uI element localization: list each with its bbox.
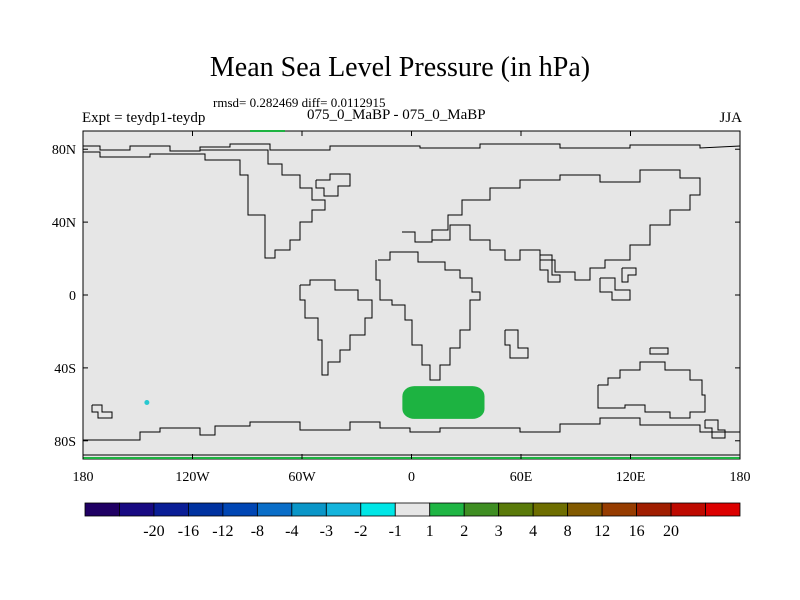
- colorbar-label: -12: [212, 523, 233, 540]
- colorbar-swatch: [84, 502, 120, 517]
- colorbar: -20 -16 -12 -8 -4 -3 -2 -1 1 2 3 4 8 12 16 20: [84, 502, 741, 540]
- lat-tick-label: 40S: [54, 362, 76, 377]
- colorbar-swatch: [532, 502, 569, 517]
- colorbar-swatch: [670, 502, 706, 517]
- colorbar-label: 8: [564, 523, 572, 540]
- lon-tick-label: 120E: [616, 470, 646, 485]
- north-america-coastline: [83, 149, 326, 259]
- season-label: JJA: [719, 110, 742, 126]
- lon-tick-label: 0: [408, 470, 415, 485]
- anomaly-region-1: [144, 400, 150, 406]
- colorbar-swatch: [601, 502, 637, 517]
- colorbar-swatch: [325, 502, 362, 517]
- lat-tick-label: 80S: [54, 435, 76, 450]
- colorbar-swatch: [222, 502, 258, 517]
- colorbar-label: -8: [251, 523, 264, 540]
- colorbar-swatch: [119, 502, 155, 517]
- case-label: 075_0_MaBP - 075_0_MaBP: [307, 107, 486, 123]
- lat-tick-label: 40N: [52, 216, 76, 231]
- lat-tick-label: 80N: [52, 143, 76, 158]
- arctic-coastline: [83, 143, 741, 152]
- japan-coastline: [621, 267, 637, 283]
- indonesia-coastline: [649, 347, 669, 355]
- colorbar-swatch: [291, 502, 327, 517]
- colorbar-swatch: [429, 502, 465, 517]
- new-zealand-coastline: [704, 419, 726, 439]
- experiment-label: Expt = teydp1-teydp: [82, 110, 206, 126]
- coastlines: [83, 143, 741, 456]
- anomaly-layer: [144, 386, 485, 419]
- axis-ticks: 80N 40N 0 40S 80S 180 120W 60W 0 60E 120E 180: [52, 131, 751, 485]
- colorbar-label: 3: [495, 523, 503, 540]
- colorbar-label: -2: [354, 523, 367, 540]
- lon-tick-label: 180: [73, 470, 94, 485]
- colorbar-label: 16: [629, 523, 645, 540]
- colorbar-label: 1: [426, 523, 434, 540]
- anomaly-region-0: [402, 386, 485, 419]
- colorbar-swatch: [705, 502, 741, 517]
- colorbar-label: -1: [389, 523, 402, 540]
- colorbar-swatch: [394, 502, 431, 517]
- colorbar-label: 12: [594, 523, 610, 540]
- eurasia-coastline: [402, 169, 701, 281]
- lon-tick-label: 60W: [288, 470, 316, 485]
- stats-text: rmsd= 0.282469 diff= 0.0112915: [213, 95, 386, 110]
- lon-tick-label: 60E: [510, 470, 533, 485]
- lon-tick-label: 180: [730, 470, 751, 485]
- colorbar-swatch: [188, 502, 224, 517]
- colorbar-swatch: [636, 502, 672, 517]
- southeast-asia-coastline: [599, 277, 631, 301]
- colorbar-swatch: [360, 502, 396, 517]
- colorbar-label: -16: [178, 523, 199, 540]
- colorbar-label: -4: [285, 523, 298, 540]
- map-panel: 80N 40N 0 40S 80S 180 120W 60W 0 60E 120E 180: [52, 130, 751, 485]
- colorbar-swatch: [498, 502, 534, 517]
- india-coastline: [539, 254, 561, 283]
- colorbar-swatch: [567, 502, 603, 517]
- colorbar-swatch: [256, 502, 293, 517]
- lon-tick-label: 120W: [175, 470, 210, 485]
- australia-coastline: [597, 361, 706, 419]
- colorbar-label: -3: [320, 523, 333, 540]
- colorbar-label: 4: [529, 523, 537, 540]
- colorbar-swatch: [463, 502, 500, 517]
- colorbar-label: -20: [143, 523, 164, 540]
- south-america-coastline: [299, 279, 373, 376]
- africa-coastline: [375, 251, 481, 381]
- greenland-coastline: [315, 173, 351, 197]
- colorbar-swatch: [153, 502, 189, 517]
- lat-tick-label: 0: [69, 289, 76, 304]
- colorbar-label: 2: [460, 523, 468, 540]
- chart-title: Mean Sea Level Pressure (in hPa): [209, 52, 591, 83]
- colorbar-label: 20: [663, 523, 679, 540]
- antarctica-coastline: [83, 417, 740, 441]
- madagascar-coastline: [504, 329, 529, 359]
- southwest-islands-coastline: [91, 404, 113, 419]
